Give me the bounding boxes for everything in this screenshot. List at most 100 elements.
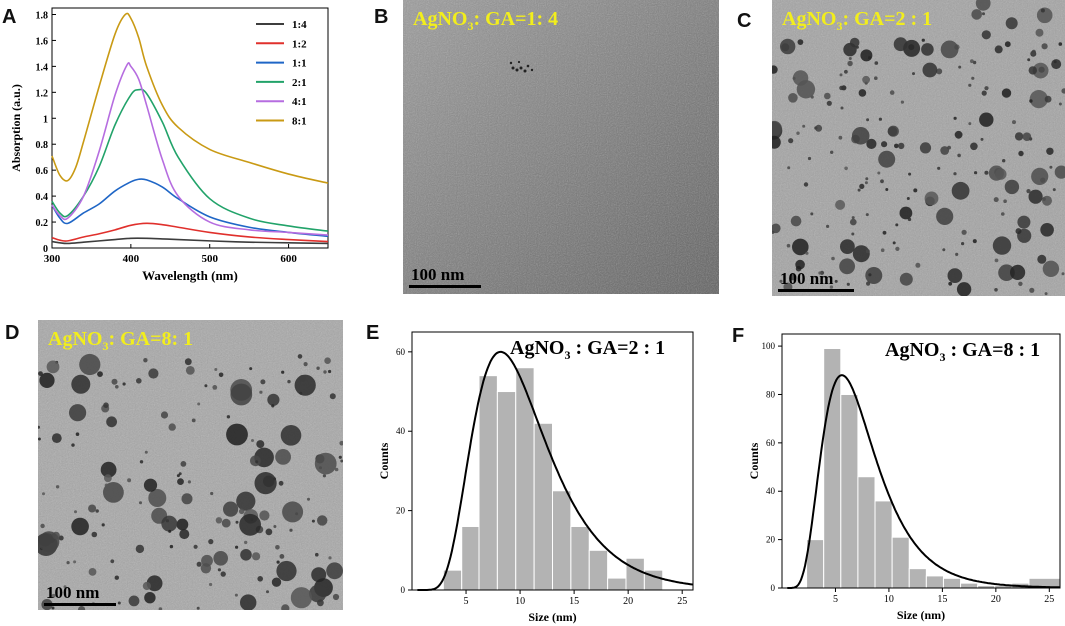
nanoparticle (281, 370, 285, 374)
nanoparticle (309, 584, 327, 603)
y-tick-label: 60 (396, 347, 406, 357)
nanoparticle (220, 571, 226, 577)
nanoparticle (1038, 66, 1045, 73)
nanoparticle (1040, 8, 1045, 13)
nanoparticle (1018, 281, 1023, 286)
nanoparticle (834, 279, 838, 283)
nanoparticle (1042, 260, 1060, 277)
nanoparticle (1028, 189, 1043, 204)
nanoparticle (972, 60, 977, 65)
x-axis-label: Wavelength (nm) (142, 268, 238, 283)
nanoparticle (826, 224, 830, 228)
nanoparticle (226, 415, 231, 419)
x-tick-label: 5 (833, 594, 838, 605)
nanoparticle (895, 246, 900, 251)
x-tick-label: 25 (677, 596, 687, 607)
nanoparticle (908, 172, 912, 176)
nanoparticle (1058, 102, 1062, 106)
nanoparticle (1049, 165, 1053, 169)
nanoparticle (787, 166, 791, 170)
nanoparticle (955, 252, 959, 256)
nanoparticle (970, 142, 978, 151)
nanoparticle (818, 271, 822, 275)
nanoparticle (1029, 99, 1033, 103)
nanoparticle (71, 374, 91, 394)
nanoparticle (865, 267, 883, 284)
nanoparticle (338, 455, 342, 459)
panel-letter-a: A (2, 6, 17, 28)
nanoparticle (1001, 212, 1005, 216)
nanoparticle (1012, 120, 1016, 125)
nanoparticle (168, 423, 176, 431)
nanoparticle (862, 75, 870, 84)
nanoparticle (315, 552, 319, 557)
nanoparticle (176, 518, 189, 531)
nanoparticle (235, 545, 239, 549)
nanoparticle (51, 433, 62, 443)
series-line-4-1 (51, 61, 329, 236)
nanoparticle (796, 131, 800, 135)
nanoparticle (780, 38, 796, 55)
nanoparticle (958, 65, 962, 69)
nanoparticle (256, 440, 265, 449)
nanoparticle (881, 141, 888, 148)
x-axis-label: Size (nm) (528, 610, 576, 624)
nanoparticle (58, 535, 64, 541)
nanoparticle (74, 510, 77, 514)
nanoparticle (328, 556, 332, 560)
histogram-bar (960, 582, 979, 589)
nanoparticle (940, 146, 950, 155)
series-line-2-1 (51, 88, 329, 232)
y-tick-label: 40 (766, 486, 776, 496)
nanoparticle (144, 450, 148, 454)
nanoparticle (244, 540, 248, 545)
nanoparticle (1003, 199, 1007, 203)
nanoparticle (772, 65, 778, 74)
nanoparticle (282, 501, 304, 523)
nanoparticle (974, 171, 978, 175)
tem-label-c: AgNO3: GA=2 : 1 (782, 8, 933, 33)
nanoparticle (1001, 88, 1012, 98)
nanoparticle (238, 508, 245, 515)
nanoparticle (250, 455, 261, 467)
nanoparticle (177, 478, 184, 485)
nanoparticle (334, 467, 339, 472)
nanoparticle (1005, 17, 1018, 30)
panel-letter-f: F (732, 325, 745, 347)
lognormal-fit-curve (417, 350, 694, 591)
nanoparticle (275, 545, 280, 550)
nanoparticle (839, 73, 843, 77)
nanoparticle (992, 236, 1012, 255)
nanoparticle (995, 168, 1007, 180)
scale-bar-c: 100 nm (778, 266, 862, 292)
nanoparticle (936, 68, 943, 75)
nanoparticle (1042, 195, 1052, 206)
tem-label-b: AgNO3: GA=1: 4 (413, 8, 559, 33)
nanoparticle (947, 268, 963, 283)
tem-label-d: AgNO3: GA=8: 1 (48, 328, 194, 353)
nanoparticle (223, 501, 239, 517)
nanoparticle (1004, 41, 1011, 48)
nanoparticle (948, 281, 953, 286)
nanoparticle (42, 492, 45, 496)
nanoparticle (79, 353, 101, 376)
nanoparticle (1015, 228, 1022, 235)
nanoparticle (892, 241, 896, 245)
nanoparticle (885, 188, 889, 191)
nanoparticle (857, 188, 861, 192)
nanoparticle (88, 504, 97, 513)
nanoparticle (273, 525, 277, 528)
nanoparticle (271, 577, 282, 587)
nanoparticle (106, 416, 117, 428)
nanoparticle (874, 76, 878, 80)
nanoparticle (772, 230, 775, 234)
nanoparticle (251, 439, 254, 442)
nanoparticle (289, 528, 293, 532)
tem-image-c: AgNO3: GA=2 : 1 100 nm (772, 0, 1065, 296)
nanoparticle (73, 560, 77, 564)
nanoparticle (230, 383, 253, 406)
legend-label: 1:1 (292, 58, 307, 70)
nanoparticle (898, 142, 905, 150)
histogram-bar (533, 422, 553, 591)
size-histogram-e: 5 10 15 20 25 0 20 40 60 Size (nm) Counts AgNO3 : G… (377, 331, 694, 624)
